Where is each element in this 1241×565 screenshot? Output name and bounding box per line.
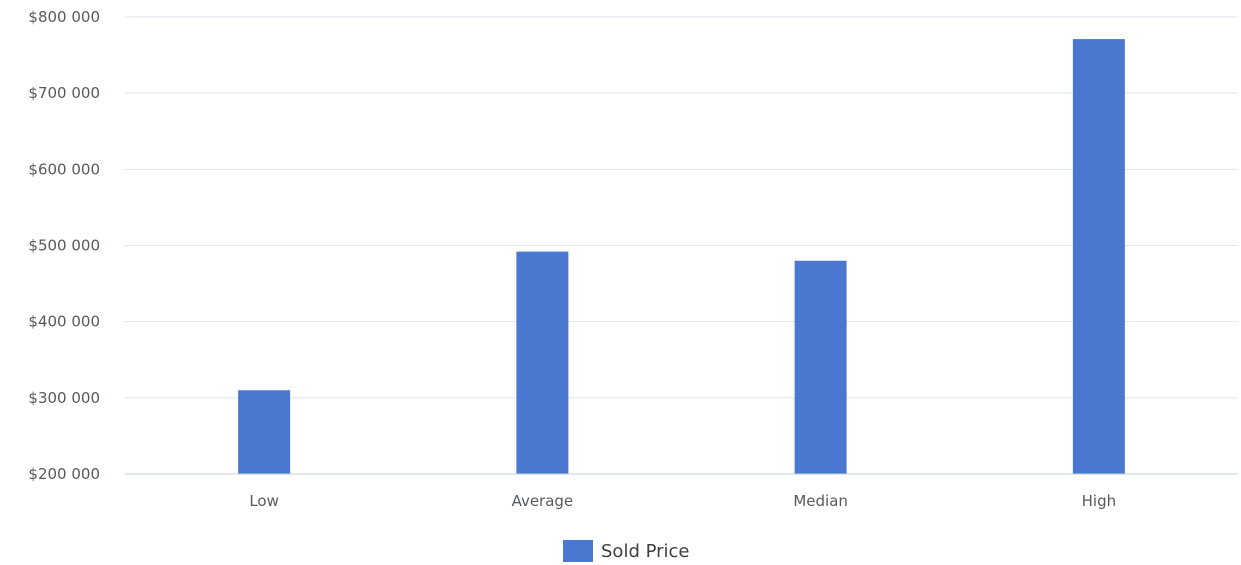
bar-high bbox=[1072, 39, 1125, 475]
x-tick-label-average: Average bbox=[512, 492, 574, 510]
bar-median bbox=[794, 260, 847, 474]
bars bbox=[238, 39, 1125, 475]
legend-label-sold-price: Sold Price bbox=[601, 540, 690, 562]
bar-low bbox=[238, 390, 291, 474]
y-tick-label: $800 000 bbox=[28, 8, 100, 26]
y-tick-label: $700 000 bbox=[28, 84, 100, 102]
legend: Sold Price bbox=[563, 540, 690, 562]
y-tick-label: $400 000 bbox=[28, 313, 100, 331]
y-tick-label: $200 000 bbox=[28, 465, 100, 483]
y-axis-tick-labels: $800 000 $700 000 $600 000 $500 000 $400 000… bbox=[28, 8, 100, 483]
x-tick-label-low: Low bbox=[249, 492, 279, 510]
y-tick-label: $600 000 bbox=[28, 160, 100, 178]
y-tick-label: $500 000 bbox=[28, 237, 100, 255]
bar-average bbox=[516, 251, 569, 474]
x-tick-label-median: Median bbox=[793, 492, 848, 510]
y-tick-label: $300 000 bbox=[28, 389, 100, 407]
legend-swatch-sold-price bbox=[563, 540, 593, 562]
grid-lines bbox=[125, 16, 1238, 399]
x-axis-tick-labels: Low Average Median High bbox=[249, 492, 1116, 510]
x-tick-label-high: High bbox=[1082, 492, 1116, 510]
